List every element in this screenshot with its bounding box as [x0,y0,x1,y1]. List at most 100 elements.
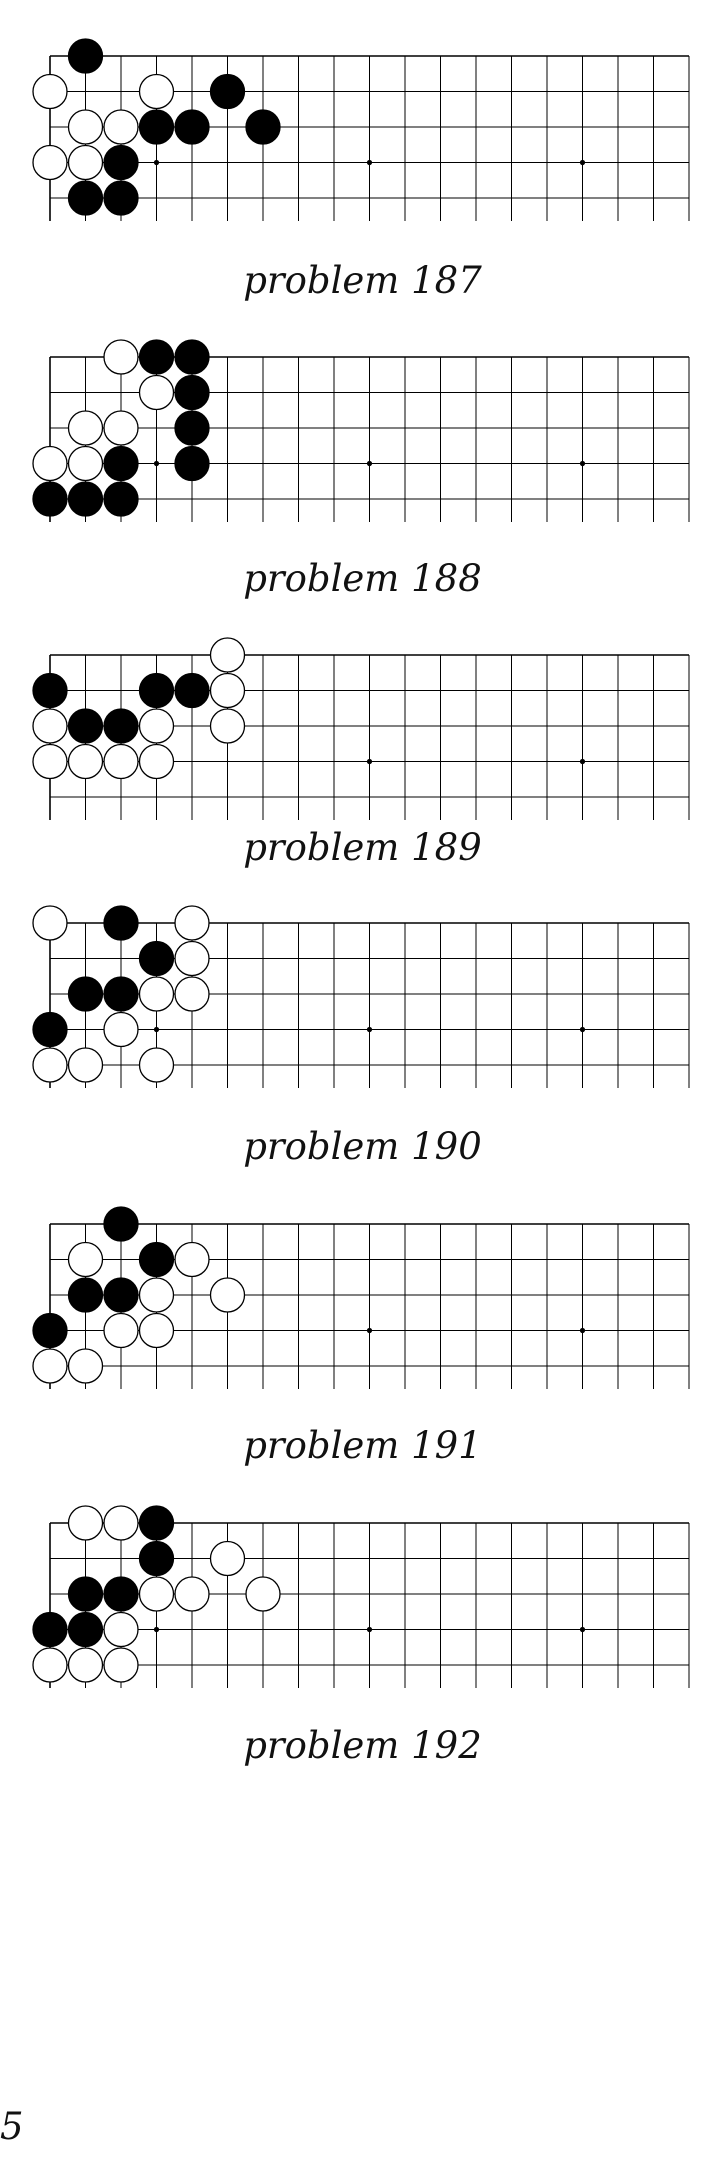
white-stone [174,940,210,977]
star-point [366,460,373,467]
go-board [0,327,725,532]
white-stone [103,1505,139,1541]
black-stone [103,1576,139,1612]
white-stone [67,1647,104,1683]
star-point [579,159,586,166]
white-stone [209,672,246,709]
white-stone [245,1576,281,1612]
star-point [579,1626,586,1633]
page-number: 5 [0,2105,24,2148]
white-stone [32,1647,68,1683]
white-stone [67,1241,104,1278]
black-stone [138,940,175,977]
star-point [366,1327,373,1334]
go-board-svg [32,38,690,221]
white-stone [103,1611,139,1648]
white-stone [67,445,104,482]
white-stone [103,410,139,446]
white-stone [67,743,104,780]
black-stone [67,708,104,744]
star-point [366,159,373,166]
white-stone [174,905,210,941]
star-point [579,1327,586,1334]
black-stone [103,1206,139,1242]
problem-caption: problem 188 [243,557,482,600]
white-stone [138,976,175,1012]
white-stone [138,374,175,411]
star-point [366,1026,373,1033]
white-stone [103,743,139,780]
black-stone [174,672,210,709]
white-stone [32,1348,68,1384]
white-stone [103,1647,139,1683]
star-point [153,460,160,467]
black-stone [103,1277,139,1313]
white-stone [209,1540,246,1577]
go-board-svg [32,339,690,522]
go-board-svg [32,1505,690,1688]
go-board-svg [32,1206,690,1389]
star-point [579,758,586,765]
go-board [0,1493,725,1698]
star-point [366,1626,373,1633]
go-board-svg [32,637,690,820]
white-stone [138,1312,175,1349]
problem-caption: problem 190 [243,1125,482,1168]
black-stone [103,144,139,181]
white-stone [32,708,68,744]
go-board-svg [32,905,690,1088]
black-stone [138,1505,175,1541]
white-stone [103,109,139,145]
black-stone [174,410,210,446]
black-stone [245,109,281,145]
black-stone [209,73,246,110]
white-stone [32,1047,68,1083]
black-stone [67,180,104,216]
black-stone [67,1576,104,1612]
white-stone [209,1277,246,1313]
white-stone [32,144,68,181]
black-stone [138,1540,175,1577]
white-stone [209,708,246,744]
white-stone [174,976,210,1012]
white-stone [32,905,68,941]
black-stone [174,374,210,411]
black-stone [67,481,104,517]
white-stone [138,1277,175,1313]
go-board [0,625,725,830]
star-point [579,460,586,467]
white-stone [67,1505,104,1541]
black-stone [67,976,104,1012]
black-stone [103,905,139,941]
white-stone [32,743,68,780]
star-point [153,1626,160,1633]
white-stone [67,1348,104,1384]
black-stone [138,339,175,375]
go-board [0,26,725,231]
star-point [153,1026,160,1033]
black-stone [67,1277,104,1313]
black-stone [138,109,175,145]
star-point [579,1026,586,1033]
white-stone [67,1047,104,1083]
black-stone [32,1011,68,1048]
black-stone [67,1611,104,1648]
black-stone [103,180,139,216]
white-stone [174,1576,210,1612]
white-stone [67,109,104,145]
white-stone [103,1011,139,1048]
black-stone [103,445,139,482]
star-point [366,758,373,765]
white-stone [138,73,175,110]
star-point [153,159,160,166]
black-stone [103,976,139,1012]
white-stone [138,708,175,744]
black-stone [174,109,210,145]
problem-caption: problem 192 [243,1724,482,1767]
white-stone [32,73,68,110]
black-stone [103,481,139,517]
black-stone [32,672,68,709]
white-stone [67,410,104,446]
black-stone [174,339,210,375]
black-stone [32,481,68,517]
